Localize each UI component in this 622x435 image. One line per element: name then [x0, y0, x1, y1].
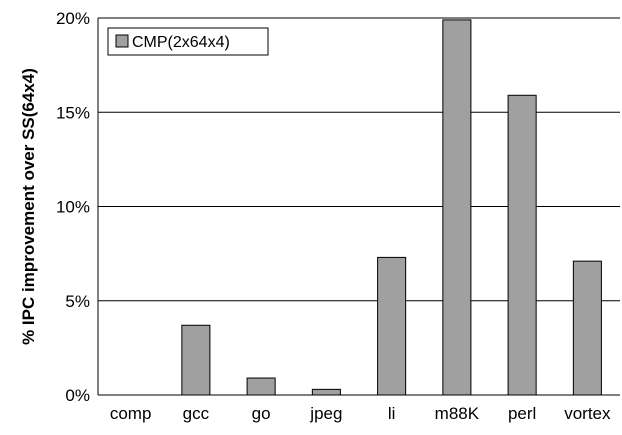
legend-box: [107, 27, 269, 56]
y-axis-label: % IPC improvement over SS(64x4): [19, 68, 38, 345]
x-tick-label: go: [252, 404, 271, 423]
x-tick-label: vortex: [564, 404, 611, 423]
bars: [181, 19, 602, 396]
x-tick-label: li: [388, 404, 396, 423]
legend-swatch: [115, 34, 129, 48]
legend: CMP(2x64x4): [107, 27, 269, 56]
axes: [97, 18, 620, 396]
x-tick-labels: comp gcc go jpeg li m88K perl vortex: [110, 404, 611, 423]
y-tick-label: 0%: [65, 386, 90, 405]
bar-perl: [507, 94, 537, 396]
x-tick-label: comp: [110, 404, 152, 423]
legend-label: CMP(2x64x4): [132, 34, 230, 51]
bar-jpeg: [311, 388, 341, 396]
bar-m88K: [442, 19, 472, 396]
bar-li: [377, 256, 407, 396]
y-tick-label: 5%: [65, 292, 90, 311]
x-tick-label: perl: [508, 404, 536, 423]
x-tick-label: m88K: [435, 404, 480, 423]
y-tick-label: 15%: [56, 103, 90, 122]
x-tick-label: jpeg: [309, 404, 342, 423]
y-tick-labels: 0% 5% 10% 15% 20%: [56, 9, 90, 405]
bar-gcc: [181, 324, 211, 396]
y-tick-label: 20%: [56, 9, 90, 28]
bar-vortex: [572, 260, 602, 396]
gridlines: [98, 17, 620, 302]
x-tick-label: gcc: [183, 404, 210, 423]
y-tick-label: 10%: [56, 198, 90, 217]
bar-go: [246, 377, 276, 396]
